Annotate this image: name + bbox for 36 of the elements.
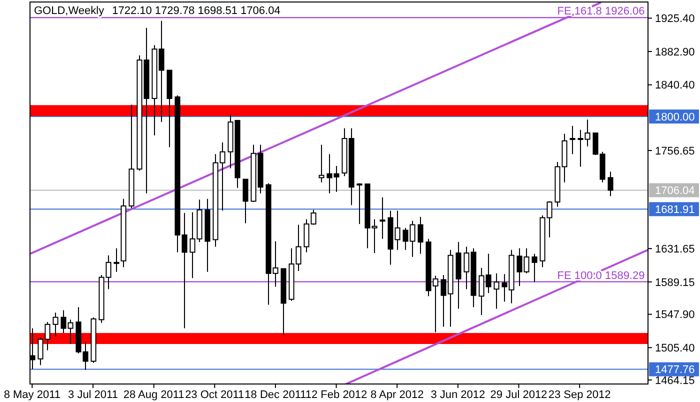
candlestick: [242, 178, 248, 224]
y-tick-label: 1505.40: [655, 342, 695, 354]
candlestick: [318, 144, 324, 183]
candlestick: [494, 272, 500, 310]
ref-line-label: 1477.76: [655, 364, 695, 376]
x-tick-label: 18 Dec 2011: [244, 389, 306, 401]
ref-line-label: 1706.04: [655, 185, 695, 198]
y-tick-label: 1925.40: [655, 13, 695, 26]
candlestick: [608, 171, 614, 197]
y-tick-label: 1547.90: [655, 309, 695, 322]
x-tick-label: 28 Aug 2011: [123, 389, 184, 401]
y-tick-label: 1631.65: [655, 243, 695, 256]
x-tick-label: 29 Jul 2012: [490, 389, 548, 401]
ref-line-label: 1800.00: [655, 111, 695, 124]
candlestick: [380, 196, 386, 240]
candlestick: [114, 248, 120, 272]
candlestick: [418, 216, 424, 254]
y-tick-label: 1756.65: [655, 145, 695, 158]
candlestick: [532, 253, 538, 283]
x-tick-label: 3 Jul 2011: [68, 389, 118, 401]
y-tick-label: 1589.15: [655, 276, 695, 289]
ref-line-label: 1681.91: [655, 204, 695, 216]
candlestick: [356, 182, 362, 224]
x-tick-label: 3 Jun 2012: [430, 389, 486, 401]
candlestick: [570, 125, 576, 155]
x-tick-label: 8 May 2011: [4, 389, 61, 401]
y-tick-label: 1840.40: [655, 80, 695, 92]
x-tick-label: 23 Oct 2011: [185, 389, 244, 401]
x-tick-label: 8 Apr 2012: [370, 389, 424, 401]
x-tick-label: 12 Feb 2012: [305, 389, 368, 401]
candlestick: [52, 312, 58, 338]
y-tick-label: 1882.90: [655, 46, 695, 58]
x-tick-label: 23 Sep 2012: [548, 389, 611, 401]
chart-subtitle: 1722.10 1729.78 1698.51 1706.04: [112, 5, 280, 17]
chart-title: GOLD,Weekly: [34, 5, 104, 17]
y-tick-label: 1464.15: [655, 374, 695, 387]
